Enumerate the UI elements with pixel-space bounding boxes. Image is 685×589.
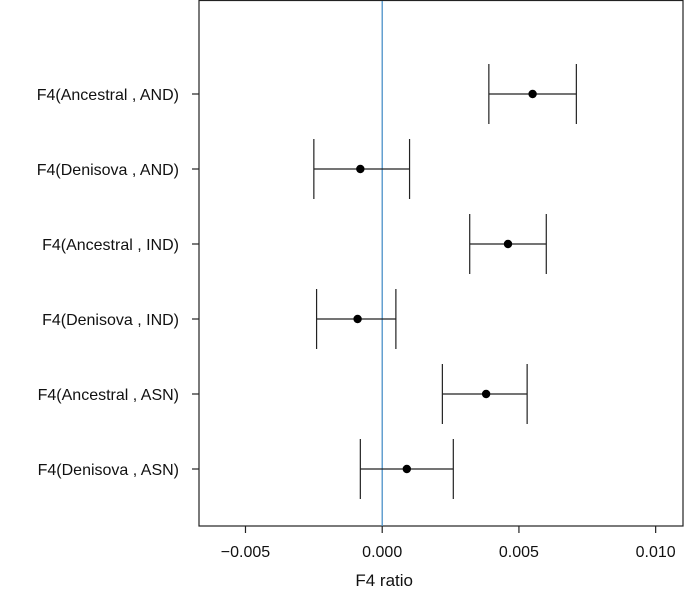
point-estimate xyxy=(503,239,513,249)
row-3: F4(Ancestral , IND) xyxy=(42,214,547,274)
row-label: F4(Ancestral , AND) xyxy=(37,87,179,104)
row-6: F4(Denisova , ASN) xyxy=(38,439,454,499)
row-label: F4(Denisova , AND) xyxy=(37,162,179,179)
x-tick-label: 0.000 xyxy=(362,544,402,561)
x-tick-label: −0.005 xyxy=(221,544,270,561)
x-axis-label: F4 ratio xyxy=(355,571,413,589)
row-1: F4(Ancestral , AND) xyxy=(37,64,577,124)
point-estimate xyxy=(356,164,365,174)
point-estimate xyxy=(402,464,412,474)
row-label: F4(Denisova , ASN) xyxy=(38,462,179,479)
row-label: F4(Ancestral , ASN) xyxy=(38,387,179,404)
row-2: F4(Denisova , AND) xyxy=(37,139,411,199)
x-tick-label: 0.005 xyxy=(499,544,539,561)
point-estimate xyxy=(528,89,537,99)
x-tick-label: 0.010 xyxy=(636,544,676,561)
row-label: F4(Denisova , IND) xyxy=(42,312,179,329)
row-4: F4(Denisova , IND) xyxy=(42,289,397,349)
row-5: F4(Ancestral , ASN) xyxy=(38,364,528,424)
point-estimate xyxy=(353,314,362,324)
plot-frame xyxy=(198,0,684,527)
point-estimate xyxy=(481,389,491,399)
row-label: F4(Ancestral , IND) xyxy=(42,237,179,254)
